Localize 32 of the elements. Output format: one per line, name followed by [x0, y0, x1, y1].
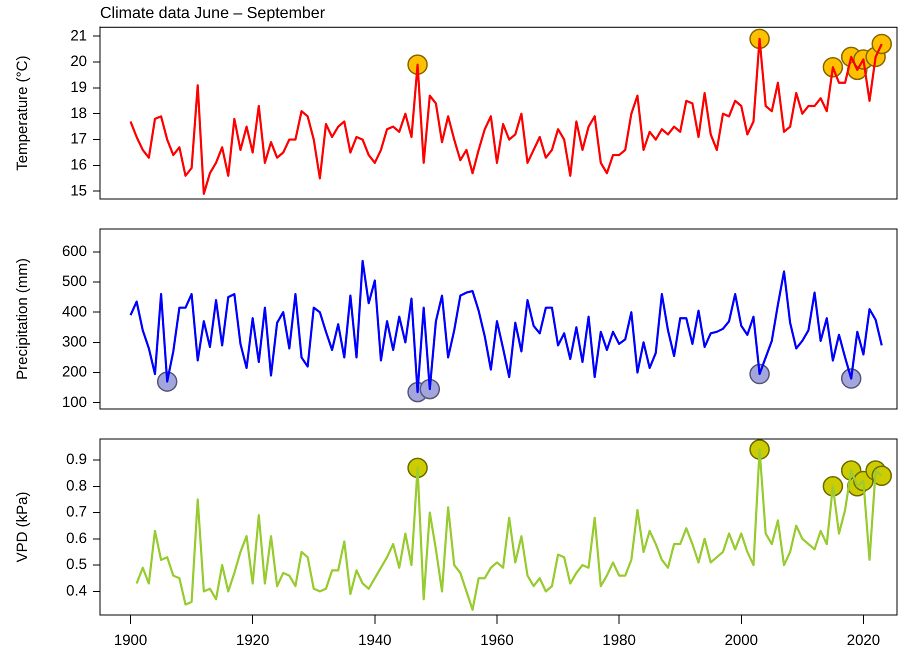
point [871, 34, 892, 54]
y-tick-label: 19 [70, 79, 87, 96]
x-tick-label: 1920 [236, 632, 270, 650]
x-tick-label: 2020 [846, 632, 880, 650]
y-tick-label: 16 [70, 156, 87, 174]
y-axis-title: Precipitation (mm) [14, 258, 32, 380]
y-tick-label: 0.9 [66, 451, 87, 468]
y-tick-label: 0.6 [66, 530, 87, 547]
y-tick-label: 17 [70, 130, 87, 148]
point [407, 458, 428, 478]
y-tick-label: 600 [62, 243, 87, 260]
y-tick-label: 300 [62, 334, 87, 351]
y-tick-label: 0.5 [66, 556, 87, 574]
y-axis-title: VPD (kPa) [14, 492, 32, 562]
y-tick-label: 100 [62, 394, 87, 411]
x-tick-label: 1940 [358, 632, 392, 650]
chart-title: Climate data June – September [100, 5, 326, 22]
x-tick-label: 1900 [114, 632, 148, 650]
x-tick-label: 2000 [724, 632, 758, 650]
y-tick-label: 400 [62, 303, 87, 320]
y-tick-label: 21 [70, 27, 87, 44]
y-axis-title: Temperature (°C) [14, 56, 32, 171]
y-tick-label: 200 [62, 364, 87, 381]
y-tick-label: 500 [62, 273, 87, 290]
y-tick-label: 0.8 [66, 477, 87, 494]
y-tick-label: 0.7 [66, 504, 87, 521]
y-tick-label: 0.4 [66, 582, 87, 600]
x-tick-label: 1960 [480, 632, 514, 650]
y-tick-label: 18 [70, 104, 87, 122]
y-tick-label: 20 [70, 53, 87, 70]
y-tick-label: 15 [70, 182, 87, 200]
x-tick-label: 1980 [602, 632, 636, 650]
